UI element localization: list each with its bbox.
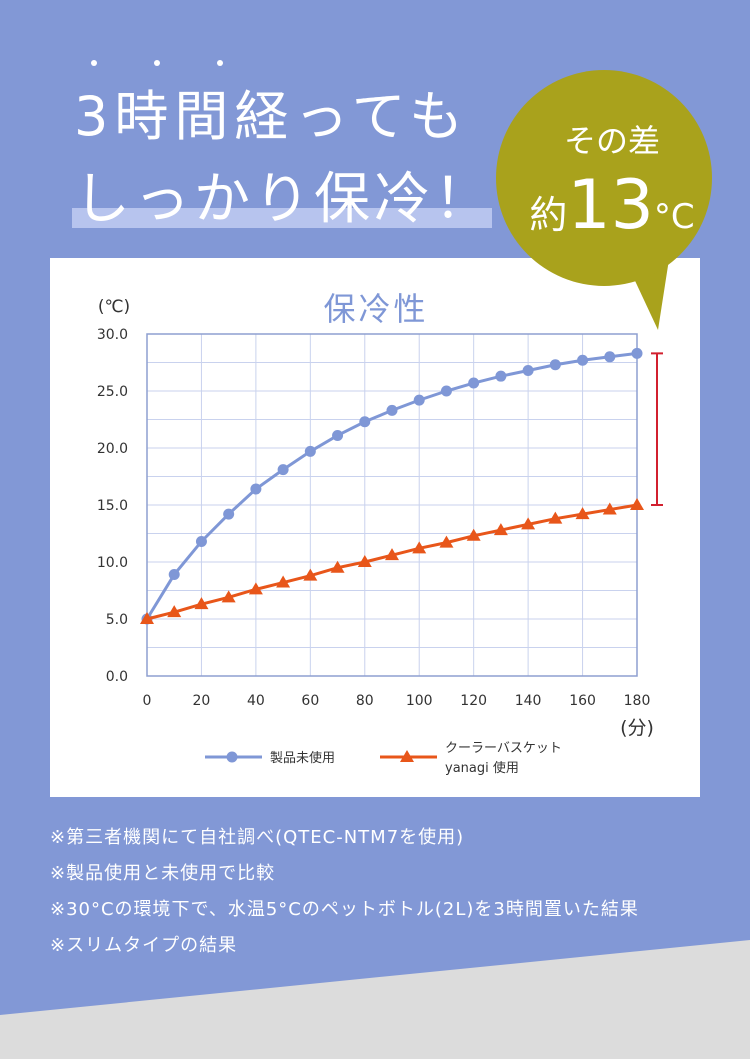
note: ※スリムタイプの結果 <box>50 935 237 956</box>
y-tick-label: 15.0 <box>97 498 128 514</box>
x-tick-label: 60 <box>301 693 319 709</box>
data-point <box>602 502 617 515</box>
data-point <box>575 507 590 520</box>
data-point <box>440 385 452 397</box>
data-point <box>413 394 425 406</box>
data-point <box>468 377 480 389</box>
data-point <box>522 364 534 376</box>
data-point <box>630 498 644 510</box>
chart: 保冷性 (℃) (分) 0.0 5.0 10.0 15.0 20.0 25.0 30.0 0 20 40… <box>97 290 663 776</box>
emphasis-dots <box>91 60 223 66</box>
data-point <box>359 416 371 428</box>
y-tick-label: 30.0 <box>97 327 128 343</box>
legend-label: クーラーバスケット yanagi 使用 <box>445 741 562 776</box>
y-tick-label: 25.0 <box>97 384 128 400</box>
data-point <box>466 528 481 541</box>
data-point <box>248 582 263 595</box>
x-tick-label: 140 <box>515 693 542 709</box>
data-point <box>385 548 399 561</box>
x-tick-label: 180 <box>624 693 651 709</box>
data-point <box>604 351 616 363</box>
callout-value: 約13°C <box>529 166 694 245</box>
difference-bracket <box>651 352 663 506</box>
x-tick-label: 40 <box>247 693 265 709</box>
data-point <box>493 523 508 536</box>
data-point <box>304 445 316 457</box>
y-tick-label: 0.0 <box>106 669 128 685</box>
x-tick-label: 100 <box>406 693 433 709</box>
data-point <box>577 354 589 366</box>
note: ※30°Cの環境下で、水温5°Cのペットボトル(2L)を3時間置いた結果 <box>50 899 639 920</box>
y-tick-label: 20.0 <box>97 441 128 457</box>
note: ※製品使用と未使用で比較 <box>50 863 275 884</box>
data-point <box>330 560 345 573</box>
data-point <box>332 429 344 441</box>
y-tick-label: 10.0 <box>97 555 128 571</box>
data-point <box>631 347 643 359</box>
chart-title: 保冷性 <box>323 290 428 328</box>
data-point <box>412 541 427 554</box>
callout-number: 13 <box>567 166 654 245</box>
legend-marker <box>400 750 414 762</box>
x-axis-label: (分) <box>620 717 654 739</box>
data-point <box>303 568 318 581</box>
legend-marker <box>226 751 238 763</box>
callout-unit: °C <box>654 197 695 237</box>
y-tick-label: 5.0 <box>106 612 128 628</box>
data-point <box>386 404 398 416</box>
x-tick-label: 20 <box>193 693 211 709</box>
data-point <box>439 535 454 548</box>
data-point <box>223 508 235 520</box>
data-point <box>221 590 236 603</box>
data-point <box>167 605 182 618</box>
data-point <box>168 569 180 581</box>
data-point <box>195 535 207 547</box>
highlight <box>72 208 492 228</box>
data-point <box>277 464 289 476</box>
data-point <box>549 359 561 371</box>
callout-prefix: 約 <box>529 193 567 237</box>
callout-bubble <box>496 70 712 286</box>
x-tick-label: 160 <box>569 693 596 709</box>
y-axis-label: (℃) <box>98 297 130 317</box>
data-point <box>250 483 262 495</box>
x-tick-label: 120 <box>460 693 487 709</box>
data-point <box>140 612 154 624</box>
data-point <box>194 597 209 610</box>
legend-label: 製品未使用 <box>270 750 335 766</box>
note: ※第三者機関にて自社調べ(QTEC-NTM7を使用) <box>50 827 464 848</box>
headline: しっかり保冷！ <box>74 167 494 232</box>
chart-panel <box>50 258 700 797</box>
x-tick-label: 80 <box>356 693 374 709</box>
data-point <box>276 575 291 588</box>
data-point <box>521 517 536 530</box>
data-point <box>548 511 563 524</box>
callout-text: その差 <box>564 122 660 160</box>
data-point <box>357 555 372 567</box>
x-tick-label: 0 <box>143 693 152 709</box>
data-point <box>495 370 507 382</box>
notes: ※第三者機関にて自社調べ(QTEC-NTM7を使用) ※製品使用と未使用で比較 ※3… <box>50 827 639 956</box>
headline: 3時間経っても <box>74 85 469 148</box>
bottom-band <box>0 940 750 1059</box>
